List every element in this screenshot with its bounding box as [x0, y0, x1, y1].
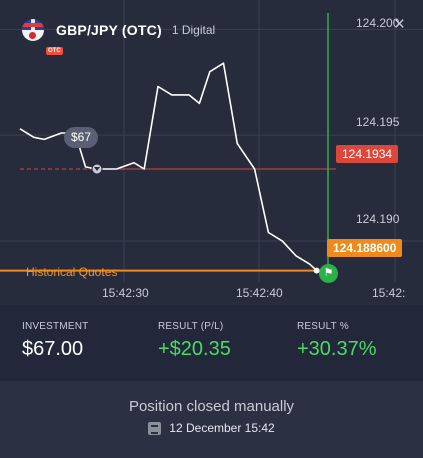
- current-point-marker: [313, 267, 320, 274]
- historical-quotes-label: Historical Quotes: [26, 265, 118, 279]
- investment-stat: INVESTMENT $67.00: [22, 321, 88, 361]
- product-type-label: 1 Digital: [171, 23, 216, 37]
- gbp-jpy-flag-icon: [22, 19, 44, 41]
- investment-label: INVESTMENT: [22, 321, 89, 332]
- result-pl-value: +$20.35: [158, 338, 231, 360]
- result-percent-stat: RESULT % +30.37%: [297, 321, 377, 361]
- price-chart: OTC GBP/JPY (OTC) 1 Digital × 124.200 12…: [0, 0, 423, 300]
- flag-icon: [148, 421, 162, 435]
- y-tick-label: 124.190: [356, 212, 400, 226]
- y-tick-label: 124.195: [356, 115, 400, 129]
- position-status: Position closed manually: [128, 398, 295, 415]
- expiry-flag-icon[interactable]: ⚑: [319, 264, 338, 283]
- close-icon[interactable]: ×: [393, 14, 405, 35]
- close-date: 12 December 15:42: [169, 421, 275, 435]
- price-series-line: [19, 62, 318, 272]
- result-pl-stat: RESULT (P/L) +$20.35: [158, 321, 231, 361]
- asset-header: OTC GBP/JPY (OTC) 1 Digital: [22, 17, 216, 55]
- entry-amount-bubble[interactable]: $67: [64, 127, 98, 148]
- investment-value: $67.00: [22, 338, 84, 360]
- y-tick-label: 124.200: [356, 16, 400, 30]
- close-date-row: 12 December 15:42: [0, 421, 423, 435]
- current-price-tag: 124.188600: [327, 239, 403, 257]
- asset-pair-label: GBP/JPY (OTC): [56, 22, 162, 38]
- result-percent-label: RESULT %: [297, 321, 349, 332]
- result-pl-label: RESULT (P/L): [158, 321, 224, 332]
- position-footer: Position closed manually 12 December 15:…: [0, 381, 423, 458]
- otc-badge: OTC: [46, 47, 63, 55]
- x-tick-label: 15:42:: [372, 286, 406, 300]
- x-tick-label: 15:42:30: [102, 286, 149, 300]
- entry-point-arrow: [94, 167, 100, 171]
- result-percent-value: +30.37%: [297, 338, 377, 360]
- x-tick-label: 15:42:40: [236, 286, 283, 300]
- result-stats: INVESTMENT $67.00 RESULT (P/L) +$20.35 R…: [0, 305, 423, 381]
- entry-price-tag: 124.1934: [336, 145, 399, 163]
